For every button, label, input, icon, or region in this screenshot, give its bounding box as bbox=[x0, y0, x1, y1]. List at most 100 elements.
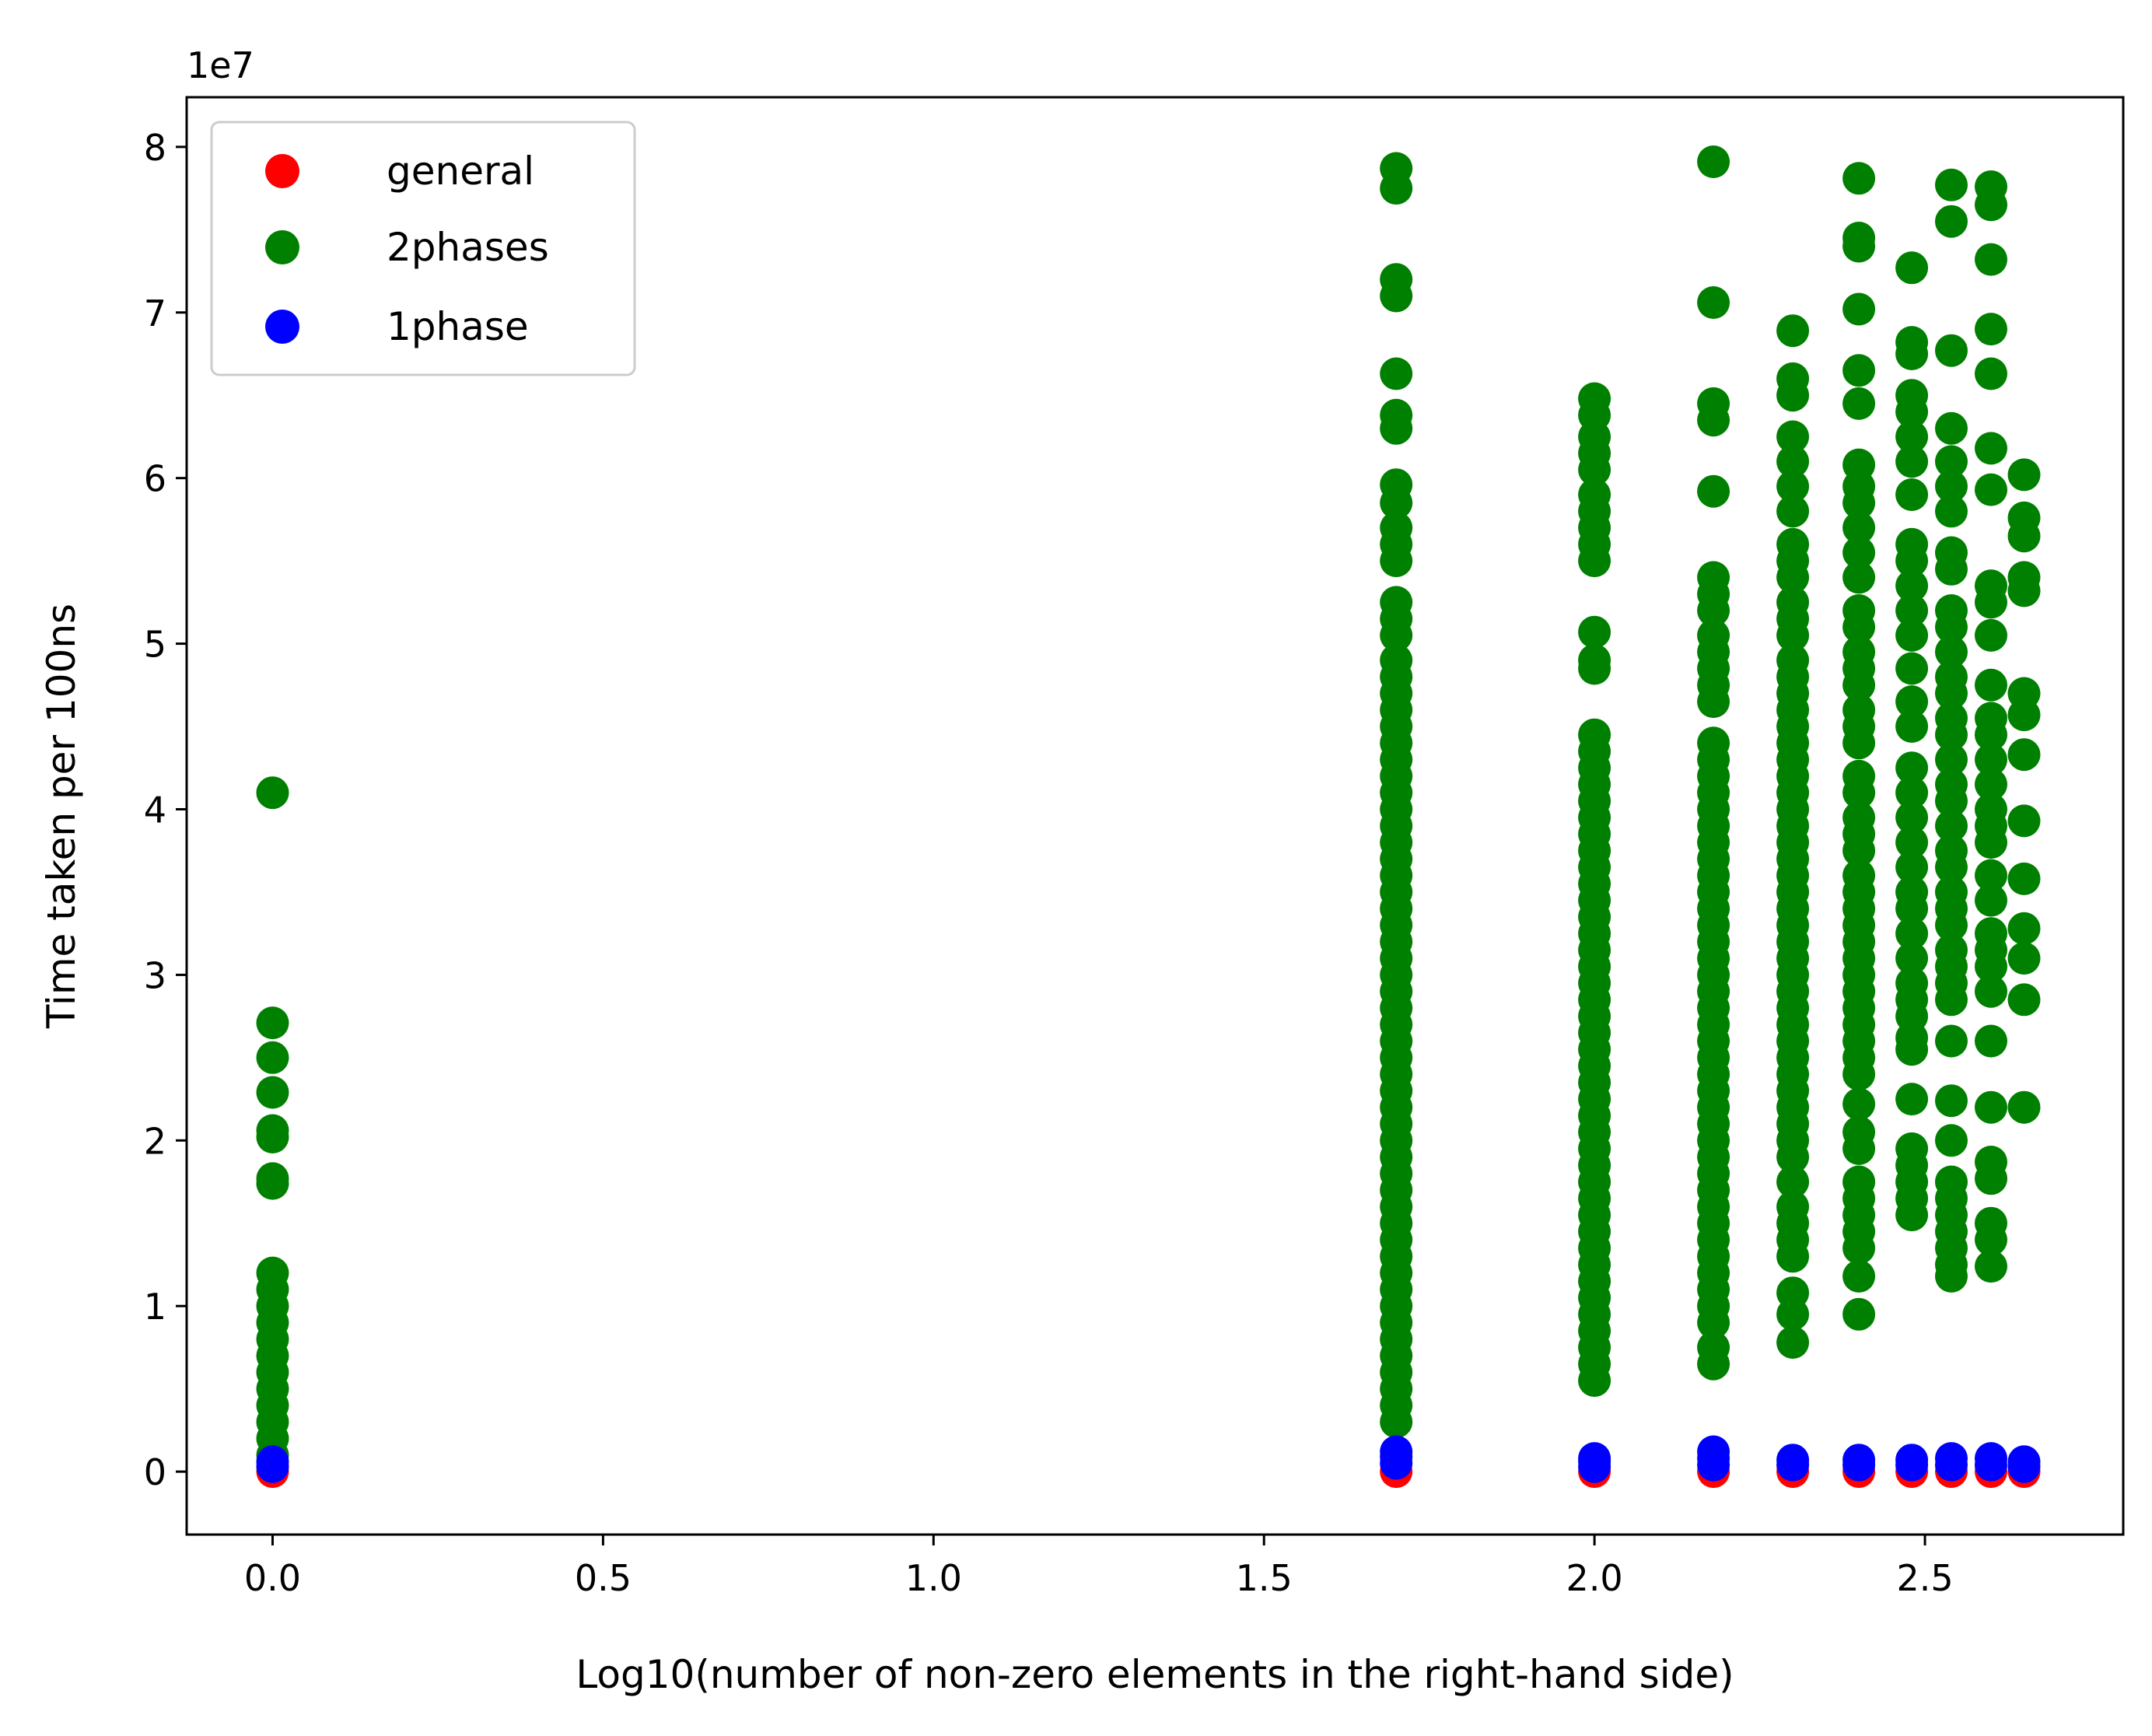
point-2phases bbox=[1380, 486, 1413, 520]
point-2phases bbox=[1975, 884, 2007, 917]
point-2phases bbox=[1842, 1132, 1876, 1165]
point-2phases bbox=[1697, 594, 1730, 627]
point-2phases bbox=[1842, 162, 1876, 195]
point-2phases bbox=[2007, 574, 2041, 607]
point-2phases bbox=[1975, 1162, 2007, 1195]
point-2phases bbox=[1975, 1024, 2007, 1058]
y-tick-label: 3 bbox=[144, 954, 166, 996]
point-1phase bbox=[1975, 1442, 2007, 1475]
point-2phases bbox=[1895, 338, 1929, 370]
point-2phases bbox=[1975, 1223, 2007, 1256]
point-2phases bbox=[1697, 685, 1730, 719]
point-2phases bbox=[1380, 618, 1413, 652]
point-2phases bbox=[1895, 851, 1929, 884]
point-2phases bbox=[1895, 801, 1929, 835]
point-2phases bbox=[256, 1121, 289, 1153]
x-tick-label: 1.0 bbox=[905, 1557, 962, 1599]
y-axis-label: Time taken per 100ns bbox=[39, 604, 84, 1029]
point-2phases bbox=[256, 1076, 289, 1109]
legend: general 2phases 1phase bbox=[210, 121, 636, 376]
y-tick-label: 7 bbox=[144, 292, 166, 334]
point-1phase bbox=[1776, 1444, 1810, 1477]
x-axis-ticks: 0.0 0.5 1.0 1.5 2.0 2.5 bbox=[244, 1535, 1954, 1599]
point-2phases bbox=[1975, 313, 2007, 346]
point-2phases bbox=[1975, 668, 2007, 702]
point-2phases bbox=[256, 776, 289, 810]
point-2phases bbox=[1697, 145, 1730, 178]
point-2phases bbox=[1842, 292, 1876, 326]
point-2phases bbox=[1697, 1306, 1730, 1339]
plot-area-frame bbox=[185, 96, 2125, 1536]
point-2phases bbox=[1935, 718, 1968, 751]
y-tick-label: 5 bbox=[144, 624, 166, 666]
point-2phases bbox=[1842, 486, 1876, 520]
point-2phases bbox=[1842, 726, 1876, 760]
point-2phases bbox=[1842, 1087, 1876, 1121]
point-2phases bbox=[1935, 611, 1968, 644]
point-2phases bbox=[1895, 1033, 1929, 1066]
point-2phases bbox=[1935, 205, 1968, 238]
point-2phases bbox=[1578, 544, 1611, 578]
y-tick-label: 1 bbox=[144, 1286, 166, 1328]
legend-marker-2phases bbox=[265, 230, 299, 264]
point-2phases bbox=[1842, 776, 1876, 810]
point-2phases bbox=[1842, 834, 1876, 867]
point-2phases bbox=[1975, 618, 2007, 652]
point-2phases bbox=[1697, 1347, 1730, 1381]
point-2phases bbox=[2007, 738, 2041, 772]
x-tick-label: 2.0 bbox=[1566, 1557, 1623, 1599]
point-2phases bbox=[2007, 912, 2041, 945]
point-2phases bbox=[1935, 743, 1968, 776]
point-2phases bbox=[1975, 243, 2007, 276]
point-2phases bbox=[1895, 652, 1929, 685]
x-tick-label: 1.5 bbox=[1236, 1557, 1293, 1599]
point-2phases bbox=[1842, 611, 1876, 644]
point-2phases bbox=[1895, 445, 1929, 478]
point-1phase bbox=[1380, 1435, 1413, 1468]
point-2phases bbox=[1975, 432, 2007, 465]
point-1phase bbox=[1935, 1442, 1968, 1475]
legend-label-general: general bbox=[387, 149, 534, 194]
point-2phases bbox=[1842, 1297, 1876, 1331]
point-2phases bbox=[1895, 544, 1929, 578]
point-2phases bbox=[1380, 357, 1413, 390]
point-1phase bbox=[2007, 1445, 2041, 1479]
point-2phases bbox=[1842, 511, 1876, 544]
legend-label-1phase: 1phase bbox=[387, 304, 529, 349]
point-2phases bbox=[1975, 188, 2007, 222]
point-2phases bbox=[1697, 286, 1730, 319]
point-2phases bbox=[1935, 334, 1968, 367]
point-2phases bbox=[256, 1041, 289, 1074]
point-2phases bbox=[1776, 561, 1810, 594]
point-2phases bbox=[1935, 1124, 1968, 1157]
point-2phases bbox=[1975, 826, 2007, 859]
x-tick-label: 0.5 bbox=[575, 1557, 632, 1599]
point-2phases bbox=[1975, 718, 2007, 751]
point-2phases bbox=[1935, 1084, 1968, 1118]
point-2phases bbox=[1935, 983, 1968, 1017]
point-1phase bbox=[1578, 1442, 1611, 1475]
point-2phases bbox=[1895, 569, 1929, 603]
point-2phases bbox=[1578, 615, 1611, 649]
point-2phases bbox=[1842, 229, 1876, 263]
point-2phases bbox=[1935, 495, 1968, 528]
point-2phases bbox=[1380, 1405, 1413, 1439]
point-2phases bbox=[1895, 776, 1929, 810]
point-2phases bbox=[1895, 395, 1929, 429]
point-2phases bbox=[256, 1006, 289, 1040]
y-axis-ticks: 0 1 2 3 4 5 6 7 8 bbox=[144, 127, 187, 1493]
point-2phases bbox=[1895, 751, 1929, 785]
point-2phases bbox=[1895, 1199, 1929, 1232]
point-2phases bbox=[1975, 743, 2007, 776]
point-2phases bbox=[1935, 635, 1968, 669]
y-offset-label: 1e7 bbox=[187, 44, 254, 86]
point-2phases bbox=[2007, 520, 2041, 553]
plot-points bbox=[256, 145, 2041, 1489]
point-2phases bbox=[1776, 1140, 1810, 1174]
point-2phases bbox=[2007, 698, 2041, 732]
point-2phases bbox=[1895, 892, 1929, 926]
point-2phases bbox=[1935, 1259, 1968, 1293]
point-2phases bbox=[1578, 652, 1611, 685]
point-2phases bbox=[1895, 942, 1929, 975]
